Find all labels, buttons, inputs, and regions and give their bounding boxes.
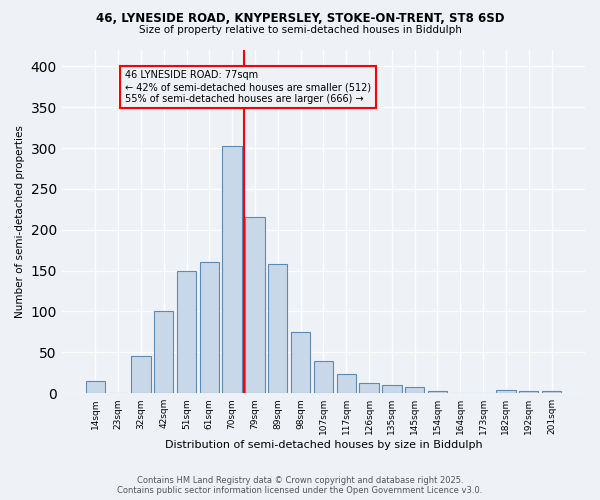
Bar	[359, 382, 379, 393]
Y-axis label: Number of semi-detached properties: Number of semi-detached properties	[15, 125, 25, 318]
Bar	[496, 390, 515, 393]
Bar	[245, 216, 265, 393]
Bar	[314, 360, 333, 393]
Bar	[405, 386, 424, 393]
Bar	[519, 391, 538, 393]
Bar	[337, 374, 356, 393]
X-axis label: Distribution of semi-detached houses by size in Biddulph: Distribution of semi-detached houses by …	[164, 440, 482, 450]
Text: Contains HM Land Registry data © Crown copyright and database right 2025.
Contai: Contains HM Land Registry data © Crown c…	[118, 476, 482, 495]
Bar	[177, 270, 196, 393]
Bar	[268, 264, 287, 393]
Bar	[291, 332, 310, 393]
Text: 46 LYNESIDE ROAD: 77sqm
← 42% of semi-detached houses are smaller (512)
55% of s: 46 LYNESIDE ROAD: 77sqm ← 42% of semi-de…	[125, 70, 371, 104]
Bar	[382, 385, 401, 393]
Bar	[542, 391, 561, 393]
Bar	[223, 146, 242, 393]
Bar	[428, 391, 447, 393]
Text: Size of property relative to semi-detached houses in Biddulph: Size of property relative to semi-detach…	[139, 25, 461, 35]
Bar	[200, 262, 219, 393]
Text: 46, LYNESIDE ROAD, KNYPERSLEY, STOKE-ON-TRENT, ST8 6SD: 46, LYNESIDE ROAD, KNYPERSLEY, STOKE-ON-…	[96, 12, 504, 26]
Bar	[131, 356, 151, 393]
Bar	[86, 381, 105, 393]
Bar	[154, 312, 173, 393]
